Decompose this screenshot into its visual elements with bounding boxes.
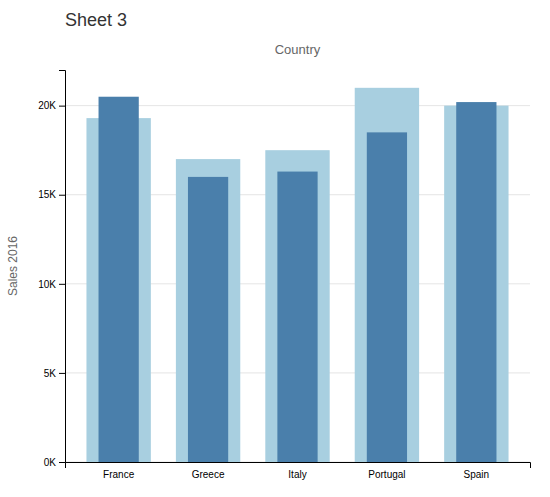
axis-line — [59, 71, 66, 463]
series — [86, 88, 508, 462]
y-axis: 0K 5K 10K 15K 20K — [38, 71, 65, 468]
tick-label: Spain — [464, 469, 490, 480]
bar — [456, 102, 496, 462]
tick-mark — [59, 284, 65, 285]
tick-label: 20K — [38, 100, 56, 111]
tick-mark — [59, 462, 65, 463]
tick: France — [103, 469, 135, 480]
bar — [265, 150, 329, 462]
bar — [176, 159, 240, 462]
tick-label: 0K — [44, 457, 57, 468]
bar — [188, 177, 228, 462]
tick-label: 15K — [38, 189, 56, 200]
bar — [99, 97, 139, 462]
chart: Sheet 3 Country 0K 5K 10K 15K 20K France Greece I… — [0, 0, 550, 497]
tick-mark — [59, 373, 65, 374]
tick-label: 5K — [44, 368, 57, 379]
bar — [367, 132, 407, 462]
bar — [277, 172, 317, 462]
bar — [355, 88, 419, 462]
tick-label: Greece — [192, 469, 225, 480]
tick-label: 10K — [38, 279, 56, 290]
title: Sheet 3 — [65, 10, 127, 30]
plot: 0K 5K 10K 15K 20K France Greece Italy Portugal Sp… — [6, 71, 531, 481]
subtitle: Country — [275, 42, 321, 57]
tick: Italy — [288, 469, 306, 480]
tick-label: France — [103, 469, 135, 480]
bars — [86, 88, 508, 462]
tick: Portugal — [368, 469, 405, 480]
tick-mark — [59, 106, 65, 107]
tick: 5K — [44, 368, 65, 379]
tick: 20K — [38, 100, 65, 111]
tick: 15K — [38, 189, 65, 200]
tick: 0K — [44, 457, 65, 468]
tick: 10K — [38, 279, 65, 290]
tick-label: Italy — [288, 469, 306, 480]
axis-line — [66, 463, 531, 469]
tick: Greece — [192, 469, 225, 480]
tick-mark — [59, 195, 65, 196]
x-axis: France Greece Italy Portugal Spain — [66, 463, 531, 481]
series — [99, 97, 497, 462]
y-axis-title: Sales 2016 — [6, 236, 20, 296]
tick: Spain — [464, 469, 490, 480]
tick-label: Portugal — [368, 469, 405, 480]
